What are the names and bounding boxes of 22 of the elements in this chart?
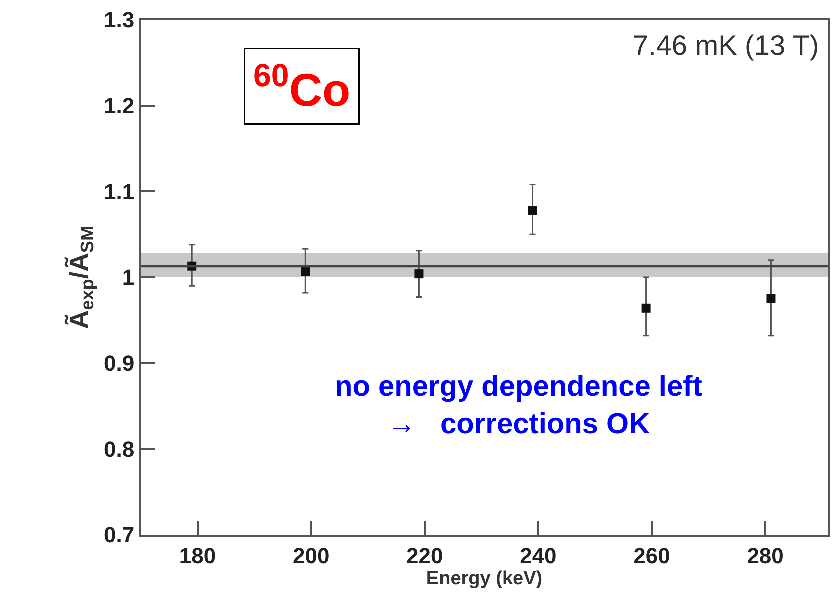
x-tick-label: 240 <box>520 543 557 568</box>
x-tick-label: 200 <box>292 543 330 568</box>
annotation: 7.46 mK (13 T) <box>633 30 820 61</box>
x-tick-label: 260 <box>634 543 670 568</box>
x-tick-label: 220 <box>406 543 444 568</box>
y-tick-label: 1.2 <box>104 94 135 119</box>
x-tick-label: 180 <box>179 543 216 568</box>
y-tick-label: 1.1 <box>104 179 135 204</box>
annotation: no energy dependence left → corrections OK <box>335 371 703 441</box>
x-axis-title: Energy (keV) <box>426 568 543 590</box>
point <box>642 304 651 313</box>
y-tick-label: 1 <box>122 265 135 290</box>
point <box>301 266 310 276</box>
y-tick-label: 0.9 <box>104 351 135 376</box>
y-tick-label: 0.8 <box>104 436 135 462</box>
point <box>528 206 538 216</box>
point <box>414 270 424 279</box>
y-tick-label: 1.3 <box>104 8 135 33</box>
point <box>766 294 776 304</box>
annotation: $^{60}$Co <box>254 58 351 116</box>
x-tick-label: 280 <box>747 543 784 568</box>
y-tick-label: 0.7 <box>104 522 135 548</box>
